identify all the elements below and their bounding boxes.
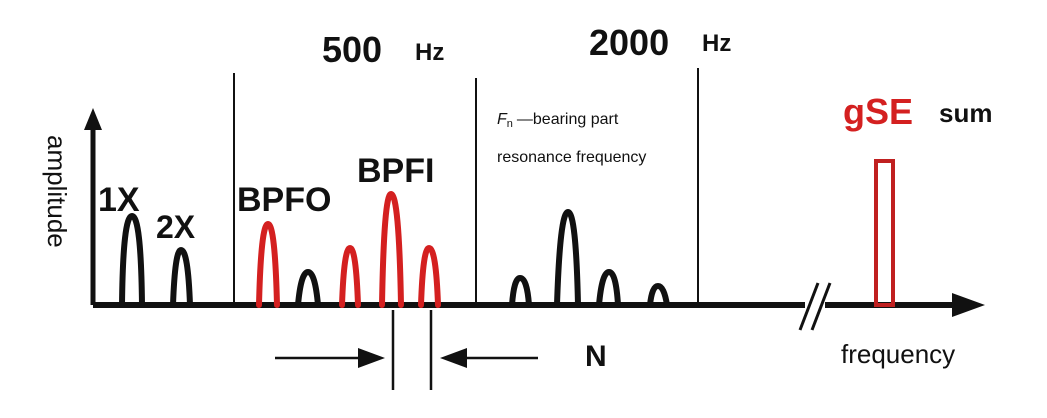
- peak-red-4: [418, 244, 441, 308]
- spacing-right-arrowhead: [440, 348, 467, 368]
- peak-n-2: [554, 208, 581, 308]
- axes: [84, 108, 985, 331]
- label-n: N: [585, 340, 607, 373]
- red-peaks: [256, 190, 441, 308]
- label-fn-symbol: F: [497, 111, 508, 128]
- peak-bpfo: [256, 220, 280, 308]
- label-fn-subscript: n: [507, 118, 513, 130]
- label-500-unit: Hz: [415, 39, 444, 66]
- label-bpfo: BPFO: [237, 181, 331, 219]
- x-axis-arrowhead: [952, 293, 985, 317]
- peak-1x: [119, 212, 145, 308]
- peak-n-4: [647, 282, 670, 308]
- label-2x: 2X: [156, 209, 196, 245]
- band-dividers: [233, 68, 699, 305]
- label-500: 500: [322, 29, 382, 70]
- label-2000-unit: Hz: [702, 30, 731, 57]
- label-fn: Fn —bearing part: [497, 111, 619, 130]
- spacing-left-arrowhead: [358, 348, 385, 368]
- y-axis-arrowhead: [84, 108, 102, 130]
- peak-mid-black: [295, 268, 321, 308]
- x-axis-label: frequency: [841, 339, 955, 369]
- peak-bpfi: [379, 190, 404, 308]
- peak-red-2: [339, 244, 361, 308]
- label-gse-sum: sum: [939, 98, 992, 128]
- spacing-indicator: [275, 310, 538, 390]
- peak-n-3: [596, 268, 621, 308]
- gse-sum-bar: [874, 159, 895, 307]
- label-bpfi: BPFI: [357, 152, 434, 190]
- label-2000: 2000: [589, 22, 669, 63]
- black-peaks: [119, 208, 670, 308]
- label-1x: 1X: [98, 181, 140, 219]
- label-fn-desc-line2: resonance frequency: [497, 149, 646, 166]
- axis-break-mark-1: [798, 282, 820, 331]
- axis-break-mark-2: [810, 282, 832, 331]
- label-gse: gSE: [843, 91, 913, 132]
- peak-2x: [170, 246, 193, 308]
- peak-n-1: [509, 274, 532, 308]
- label-fn-desc: —bearing part: [517, 111, 619, 128]
- y-axis-label: amplitude: [42, 135, 72, 248]
